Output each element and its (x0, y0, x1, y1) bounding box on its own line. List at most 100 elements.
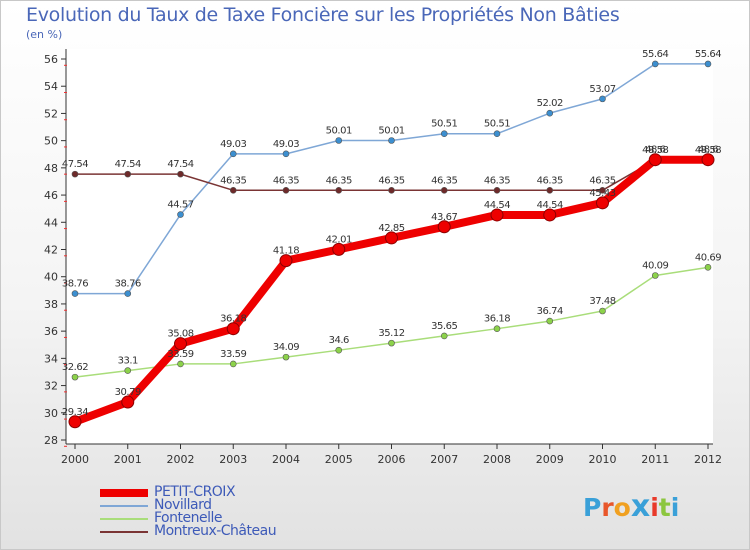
data-point-novillard (177, 211, 184, 218)
data-label-fontenelle: 40.09 (642, 260, 668, 271)
data-label-petit-croix: 45.43 (589, 188, 615, 199)
data-point-montreux-ch-teau (71, 170, 79, 178)
data-point-novillard (229, 150, 237, 158)
plot-area (66, 49, 713, 444)
data-label-petit-croix: 44.54 (537, 200, 563, 211)
data-label-montreux-ch-teau: 46.35 (431, 175, 457, 186)
x-tick-label: 2010 (589, 453, 617, 466)
logo-letter: x (630, 489, 651, 524)
data-point-novillard (124, 290, 132, 297)
data-label-petit-croix: 48.6 (645, 145, 665, 156)
x-tick-label: 2006 (378, 453, 406, 466)
data-label-montreux-ch-teau: 46.35 (378, 175, 404, 186)
data-point-petit-croix (121, 395, 135, 409)
data-label-montreux-ch-teau: 48.58 (642, 145, 668, 156)
data-label-novillard: 38.76 (62, 279, 88, 290)
data-label-novillard: 55.64 (695, 49, 721, 60)
data-label-fontenelle: 33.1 (118, 356, 138, 367)
y-tick-label: 44 (44, 216, 58, 229)
proxiti-logo: Proxiti (583, 489, 679, 524)
data-point-novillard (335, 137, 343, 144)
data-label-montreux-ch-teau: 46.35 (326, 175, 352, 186)
legend-swatch (100, 504, 148, 507)
x-tick-label: 2007 (430, 453, 458, 466)
data-label-fontenelle: 35.65 (431, 321, 457, 332)
data-point-petit-croix (385, 231, 398, 245)
data-point-montreux-ch-teau (282, 187, 290, 194)
data-label-fontenelle: 36.18 (484, 314, 510, 325)
data-point-fontenelle (71, 373, 79, 381)
x-tick-label: 2002 (167, 453, 195, 466)
y-tick-label: 42 (44, 244, 58, 257)
data-point-fontenelle (440, 332, 448, 340)
data-point-fontenelle (704, 264, 712, 271)
data-point-fontenelle (177, 360, 184, 368)
data-point-novillard (546, 109, 554, 117)
data-point-montreux-ch-teau (229, 187, 237, 194)
data-label-novillard: 50.51 (484, 119, 510, 130)
data-point-montreux-ch-teau (388, 187, 395, 194)
data-label-novillard: 53.07 (589, 84, 615, 95)
data-label-novillard: 38.76 (115, 279, 141, 290)
y-tick-label: 32 (44, 380, 58, 393)
data-label-montreux-ch-teau: 46.35 (537, 175, 563, 186)
data-label-novillard: 50.01 (326, 126, 352, 137)
data-label-fontenelle: 34.6 (329, 335, 349, 346)
data-label-novillard: 50.51 (431, 119, 457, 130)
data-point-novillard (599, 95, 606, 103)
data-point-fontenelle (493, 325, 501, 332)
data-point-novillard (388, 137, 395, 144)
legend-swatch (100, 517, 148, 520)
data-label-montreux-ch-teau: 48.58 (695, 145, 721, 156)
data-label-petit-croix: 42.85 (378, 223, 404, 234)
data-label-petit-croix: 29.34 (62, 407, 88, 418)
data-point-fontenelle (335, 346, 343, 354)
data-point-novillard (651, 60, 659, 68)
data-label-novillard: 50.01 (378, 126, 404, 137)
data-label-fontenelle: 37.48 (589, 296, 615, 307)
y-tick-label: 30 (44, 407, 58, 420)
data-label-fontenelle: 35.12 (378, 328, 404, 339)
data-label-montreux-ch-teau: 46.35 (589, 175, 615, 186)
data-label-montreux-ch-teau: 46.35 (273, 175, 299, 186)
data-point-petit-croix (701, 153, 715, 167)
logo-letter: P (583, 493, 602, 522)
logo-letter: i (650, 493, 659, 522)
data-point-fontenelle (282, 353, 290, 361)
data-label-montreux-ch-teau: 47.54 (167, 159, 193, 170)
data-label-novillard: 49.03 (220, 139, 246, 150)
data-label-montreux-ch-teau: 46.35 (220, 175, 246, 186)
x-tick-label: 2011 (641, 453, 669, 466)
data-point-fontenelle (651, 272, 659, 279)
data-point-montreux-ch-teau (124, 170, 132, 178)
y-tick-label: 52 (44, 107, 58, 120)
legend-swatch (100, 530, 148, 533)
data-label-petit-croix: 35.08 (167, 329, 193, 340)
data-label-fontenelle: 40.69 (695, 252, 721, 263)
x-tick-label: 2004 (272, 453, 300, 466)
data-label-novillard: 55.64 (642, 49, 668, 60)
logo-letter: t (658, 493, 671, 522)
data-point-petit-croix (543, 208, 557, 222)
data-point-fontenelle (599, 307, 606, 315)
data-point-petit-croix (226, 322, 240, 336)
data-label-petit-croix: 30.79 (115, 387, 141, 398)
data-point-montreux-ch-teau (177, 170, 184, 178)
x-tick-label: 2005 (325, 453, 353, 466)
data-label-petit-croix: 42.01 (326, 234, 352, 245)
data-point-petit-croix (68, 415, 82, 429)
legend-label: PETIT-CROIX (154, 484, 236, 500)
data-label-petit-croix: 48.6 (698, 145, 718, 156)
y-tick-label: 28 (44, 434, 58, 447)
data-point-fontenelle (124, 367, 132, 374)
data-point-novillard (440, 130, 448, 138)
y-tick-label: 38 (44, 298, 58, 311)
data-label-montreux-ch-teau: 47.54 (62, 159, 88, 170)
data-point-petit-croix (648, 153, 662, 167)
data-point-petit-croix (490, 208, 504, 222)
data-label-montreux-ch-teau: 46.35 (484, 175, 510, 186)
data-point-petit-croix (332, 242, 346, 256)
data-point-montreux-ch-teau (493, 187, 501, 194)
data-label-fontenelle: 36.74 (537, 306, 563, 317)
